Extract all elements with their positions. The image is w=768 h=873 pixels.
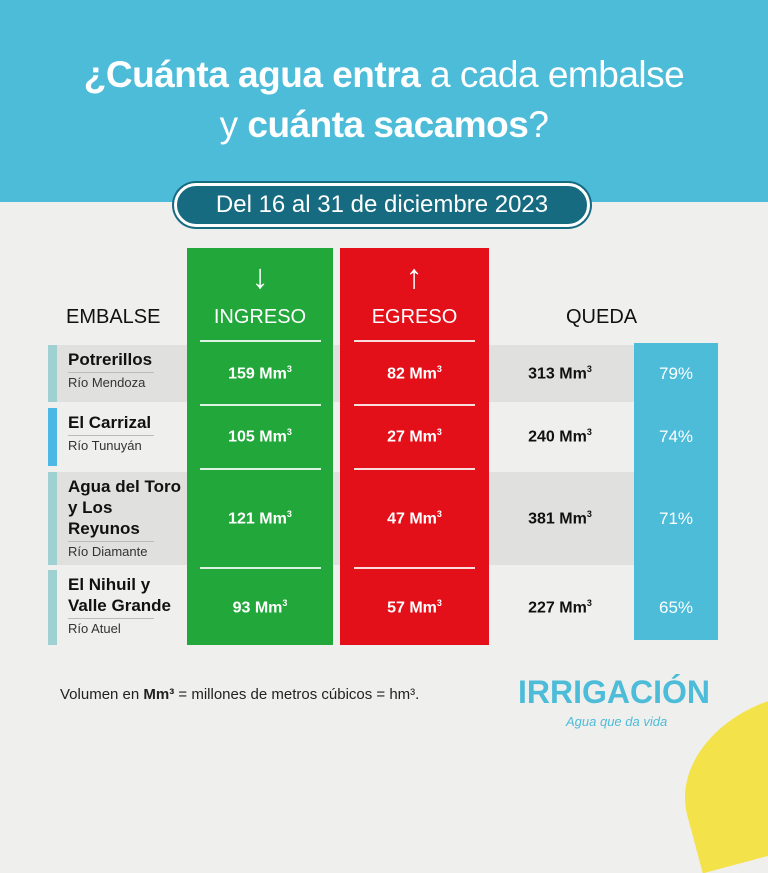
ingreso-value: 93 Mm3 — [232, 597, 288, 616]
logo-tagline: Agua que da vida — [566, 714, 668, 729]
river-name: Río Atuel — [68, 618, 154, 637]
header-egreso: EGRESO — [371, 306, 458, 328]
river-name: Río Tunuyán — [68, 435, 154, 454]
divider — [354, 404, 475, 406]
period-badge: Del 16 al 31 de diciembre 2023 — [174, 183, 590, 227]
reservoir-cell: El Carrizal Río Tunuyán — [68, 412, 184, 454]
reservoir-cell: Potrerillos Río Mendoza — [68, 349, 184, 391]
egreso-value: 57 Mm3 — [387, 597, 442, 616]
title-rest-1: a cada embalse — [420, 54, 685, 95]
egreso-value: 27 Mm3 — [387, 427, 442, 446]
header-queda: QUEDA — [566, 306, 638, 328]
reservoir-name: Agua del Toro y Los Reyunos — [68, 477, 182, 538]
header-embalse: EMBALSE — [66, 306, 161, 328]
river-name: Río Diamante — [68, 541, 154, 560]
divider — [200, 567, 321, 569]
title-post-2: ? — [528, 104, 549, 145]
egreso-column — [340, 248, 489, 645]
ingreso-value: 121 Mm3 — [228, 508, 292, 527]
row-color-bar — [48, 472, 57, 565]
row-color-bar — [48, 408, 57, 466]
logo: IRRIGACIÓN — [518, 674, 710, 710]
ingreso-value: 159 Mm3 — [228, 363, 292, 382]
queda-percent: 74% — [658, 427, 694, 446]
queda-value: 240 Mm3 — [528, 427, 592, 446]
ingreso-value: 105 Mm3 — [228, 427, 292, 446]
egreso-value: 47 Mm3 — [387, 508, 442, 527]
reservoir-name: Potrerillos — [68, 350, 153, 369]
footnote: Volumen en Mm³ = millones de metros cúbi… — [60, 686, 419, 703]
queda-percent-column — [634, 343, 718, 640]
egreso-value: 82 Mm3 — [387, 363, 442, 382]
divider — [200, 340, 321, 342]
header-ingreso: INGRESO — [213, 306, 307, 328]
arrow-down-icon: ↓ — [251, 258, 269, 296]
queda-value: 381 Mm3 — [528, 508, 592, 527]
queda-percent: 71% — [658, 508, 694, 528]
queda-percent: 79% — [658, 363, 694, 383]
row-color-bar — [48, 345, 57, 402]
footnote-bold: Mm³ — [143, 686, 175, 703]
divider — [200, 404, 321, 406]
divider — [354, 340, 475, 342]
river-name: Río Mendoza — [68, 372, 154, 391]
title-bold-2: cuánta sacamos — [247, 104, 529, 145]
reservoir-cell: Agua del Toro y Los Reyunos Río Diamante — [68, 476, 184, 560]
reservoir-name: El Carrizal — [68, 413, 152, 432]
footnote-post: = millones de metros cúbicos = hm³. — [174, 686, 420, 703]
ingreso-column — [187, 248, 333, 645]
reservoir-name: El Nihuil y Valle Grande — [68, 575, 171, 615]
queda-value: 313 Mm3 — [528, 363, 592, 382]
queda-value: 227 Mm3 — [528, 597, 592, 616]
divider — [354, 468, 475, 470]
divider — [354, 567, 475, 569]
row-color-bar — [48, 570, 57, 645]
divider — [200, 468, 321, 470]
footnote-pre: Volumen en — [60, 686, 144, 703]
header-banner — [0, 0, 768, 202]
title-pre-2: y — [219, 104, 248, 145]
title-bold-1: ¿Cuánta agua entra — [83, 54, 421, 95]
reservoir-cell: El Nihuil y Valle Grande Río Atuel — [68, 574, 184, 637]
page-title: ¿Cuánta agua entra a cada embalse y cuán… — [0, 50, 768, 150]
arrow-up-icon: ↑ — [405, 258, 423, 296]
queda-percent: 65% — [658, 597, 694, 617]
